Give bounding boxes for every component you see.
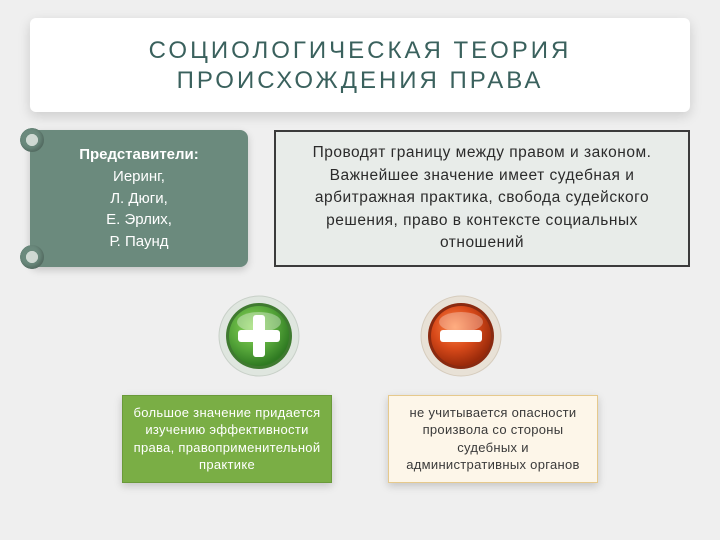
description-text: Проводят границу между правом и законом.… (298, 142, 666, 254)
page-title: СОЦИОЛОГИЧЕСКАЯ ТЕОРИЯ ПРОИСХОЖДЕНИЯ ПРА… (50, 36, 670, 96)
representatives-header: Представители: (42, 144, 236, 166)
notes-row: большое значение придается изучению эффе… (30, 395, 690, 483)
icons-row (30, 295, 690, 377)
note-minus-text: не учитывается опасности произвола со ст… (399, 404, 587, 474)
minus-icon (420, 295, 502, 377)
plus-icon (218, 295, 300, 377)
note-minus: не учитывается опасности произвола со ст… (388, 395, 598, 483)
description-box: Проводят границу между правом и законом.… (274, 130, 690, 267)
representatives-scroll: Представители: Иеринг, Л. Дюги, Е. Эрлих… (30, 130, 248, 267)
note-plus: большое значение придается изучению эффе… (122, 395, 332, 483)
representatives-names: Иеринг, Л. Дюги, Е. Эрлих, Р. Паунд (42, 166, 236, 253)
slide: СОЦИОЛОГИЧЕСКАЯ ТЕОРИЯ ПРОИСХОЖДЕНИЯ ПРА… (0, 0, 720, 540)
row-top: Представители: Иеринг, Л. Дюги, Е. Эрлих… (30, 130, 690, 267)
note-plus-text: большое значение придается изучению эффе… (133, 404, 321, 474)
title-card: СОЦИОЛОГИЧЕСКАЯ ТЕОРИЯ ПРОИСХОЖДЕНИЯ ПРА… (30, 18, 690, 112)
